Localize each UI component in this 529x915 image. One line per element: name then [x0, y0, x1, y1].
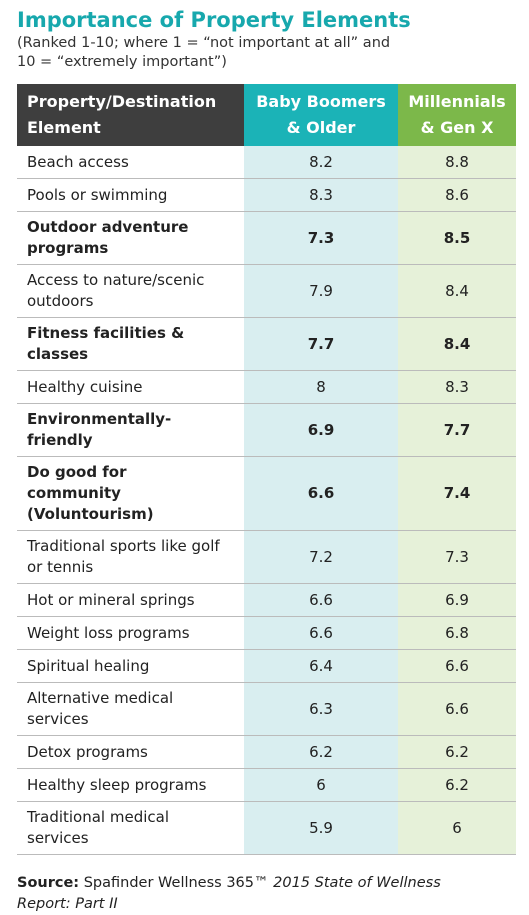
cell-value: 6.6: [244, 616, 398, 650]
cell-value: 7.7: [398, 403, 516, 457]
cell-value: 8: [244, 370, 398, 404]
cell-value: 6.2: [398, 735, 516, 769]
cell-value: 8.3: [244, 178, 398, 212]
table-row: Detox programs 6.2 6.2: [17, 735, 516, 769]
cell-value: 6.3: [244, 682, 398, 736]
column-header: Property/Destination Element: [17, 84, 244, 146]
cell-value: 8.8: [398, 146, 516, 179]
cell-value: 6.6: [398, 649, 516, 683]
table-row: Healthy sleep programs 6 6.2: [17, 768, 516, 802]
row-label: Traditional medical services: [17, 801, 244, 855]
cell-value: 8.4: [398, 264, 516, 318]
cell-value: 7.2: [244, 530, 398, 584]
cell-value: 7.9: [244, 264, 398, 318]
subtitle: (Ranked 1-10; where 1 = “not important a…: [17, 34, 516, 72]
cell-value: 6.2: [398, 768, 516, 802]
table-row: Traditional sports like golf or tennis 7.…: [17, 530, 516, 584]
cell-value: 8.2: [244, 146, 398, 179]
cell-value: 6.8: [398, 616, 516, 650]
row-label: Healthy cuisine: [17, 370, 244, 404]
title: Importance of Property Elements: [17, 8, 411, 32]
table-row: Spiritual healing 6.4 6.6: [17, 649, 516, 683]
table: Property/Destination Element Baby Boomer…: [17, 84, 516, 855]
row-label: Beach access: [17, 146, 244, 179]
cell-value: 5.9: [244, 801, 398, 855]
row-label: Alternative medical services: [17, 682, 244, 736]
cell-value: 6.6: [244, 583, 398, 617]
cell-value: 7.4: [398, 456, 516, 531]
cell-value: 8.5: [398, 211, 516, 265]
table-body: Beach access 8.2 8.8 Pools or swimming 8.3 8.…: [17, 146, 516, 855]
cell-value: 7.3: [244, 211, 398, 265]
table-row: Beach access 8.2 8.8: [17, 146, 516, 179]
cell-value: 6.9: [398, 583, 516, 617]
row-label: Fitness facilities & classes: [17, 317, 244, 371]
row-label: Access to nature/scenic outdoors: [17, 264, 244, 318]
row-label: Detox programs: [17, 735, 244, 769]
row-label: Spiritual healing: [17, 649, 244, 683]
cell-value: 6.4: [244, 649, 398, 683]
cell-value: 8.3: [398, 370, 516, 404]
cell-value: 6: [398, 801, 516, 855]
cell-value: 6.2: [244, 735, 398, 769]
source-text: Spafinder Wellness 365™: [83, 875, 269, 891]
table-row: Pools or swimming 8.3 8.6: [17, 178, 516, 212]
cell-value: 7.3: [398, 530, 516, 584]
table-row: Outdoor adventure programs 7.3 8.5: [17, 211, 516, 265]
row-label: Outdoor adventure programs: [17, 211, 244, 265]
table-row: Traditional medical services 5.9 6: [17, 801, 516, 855]
cell-value: 6.9: [244, 403, 398, 457]
source-label: Source:: [17, 875, 80, 891]
row-label: Weight loss programs: [17, 616, 244, 650]
table-row: Weight loss programs 6.6 6.8: [17, 616, 516, 650]
row-label: Environmentally-friendly: [17, 403, 244, 457]
cell-value: 6.6: [398, 682, 516, 736]
cell-value: 8.6: [398, 178, 516, 212]
row-label: Traditional sports like golf or tennis: [17, 530, 244, 584]
table-row: Hot or mineral springs 6.6 6.9: [17, 583, 516, 617]
table-row: Fitness facilities & classes 7.7 8.4: [17, 317, 516, 371]
table-row: Healthy cuisine 8 8.3: [17, 370, 516, 404]
subtitle-line: 10 = “extremely important”): [17, 54, 227, 70]
table-row: Do good for community (Voluntourism) 6.6 7…: [17, 456, 516, 531]
cell-value: 8.4: [398, 317, 516, 371]
table-row: Alternative medical services 6.3 6.6: [17, 682, 516, 736]
column-header: Baby Boomers & Older: [244, 84, 398, 146]
source: Source: Spafinder Wellness 365™ 2015 Sta…: [17, 873, 516, 915]
page: Importance of Property Elements (Ranked …: [17, 8, 516, 912]
row-label: Healthy sleep programs: [17, 768, 244, 802]
subtitle-line: (Ranked 1-10; where 1 = “not important a…: [17, 35, 391, 51]
cell-value: 7.7: [244, 317, 398, 371]
cell-value: 6.6: [244, 456, 398, 531]
row-label: Hot or mineral springs: [17, 583, 244, 617]
table-row: Environmentally-friendly 6.9 7.7: [17, 403, 516, 457]
row-label: Pools or swimming: [17, 178, 244, 212]
column-header: Millennials & Gen X: [398, 84, 516, 146]
row-label: Do good for community (Voluntourism): [17, 456, 244, 531]
table-row: Access to nature/scenic outdoors 7.9 8.4: [17, 264, 516, 318]
header-row: Property/Destination Element Baby Boomer…: [17, 84, 516, 146]
cell-value: 6: [244, 768, 398, 802]
